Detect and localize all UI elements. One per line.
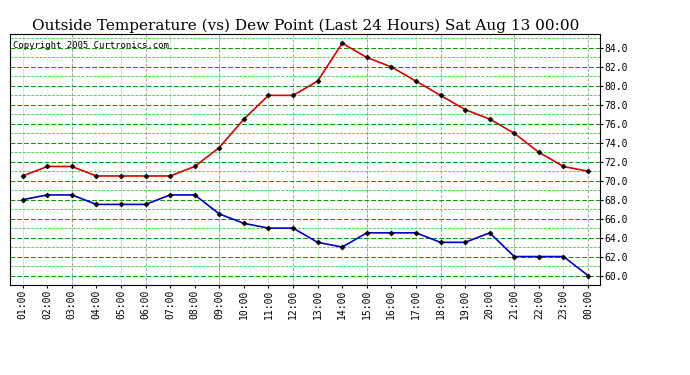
Text: Copyright 2005 Curtronics.com: Copyright 2005 Curtronics.com: [13, 41, 169, 50]
Title: Outside Temperature (vs) Dew Point (Last 24 Hours) Sat Aug 13 00:00: Outside Temperature (vs) Dew Point (Last…: [32, 18, 579, 33]
